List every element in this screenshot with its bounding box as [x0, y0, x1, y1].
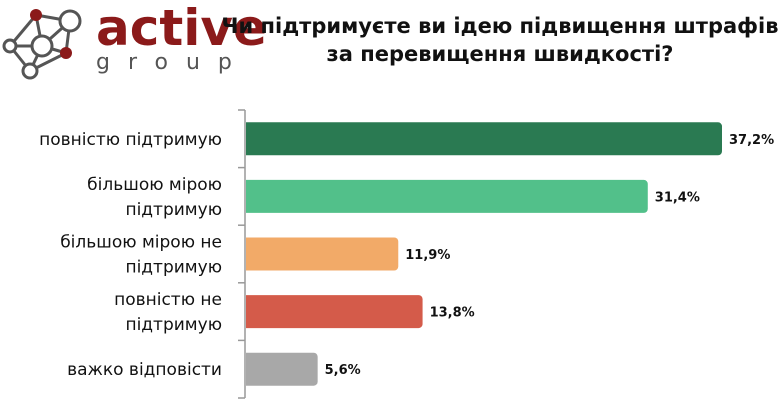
bar [245, 237, 399, 271]
category-label: підтримую [125, 315, 222, 335]
data-label: 5,6% [325, 363, 361, 378]
data-label: 37,2% [729, 133, 774, 148]
data-label: 31,4% [655, 190, 700, 205]
category-label: більшою мірою не [60, 233, 222, 253]
category-label: повністю підтримую [39, 130, 222, 150]
category-label: повністю не [114, 290, 222, 310]
category-label: підтримую [125, 200, 222, 220]
bar [246, 122, 722, 156]
category-label: важко відповісти [67, 360, 222, 380]
active-group-logo-icon [2, 9, 82, 80]
category-label: більшою мірою [87, 175, 222, 195]
chart-title: Чи підтримуєте ви ідею підвищення штрафі… [221, 14, 779, 66]
data-label: 11,9% [405, 248, 450, 263]
bar [246, 352, 318, 386]
logo-text: active [96, 0, 267, 57]
category-label: підтримую [125, 258, 222, 278]
bar [245, 179, 648, 213]
logo-subtext: group [96, 50, 250, 75]
bar [245, 295, 423, 329]
data-label: 13,8% [430, 306, 475, 321]
